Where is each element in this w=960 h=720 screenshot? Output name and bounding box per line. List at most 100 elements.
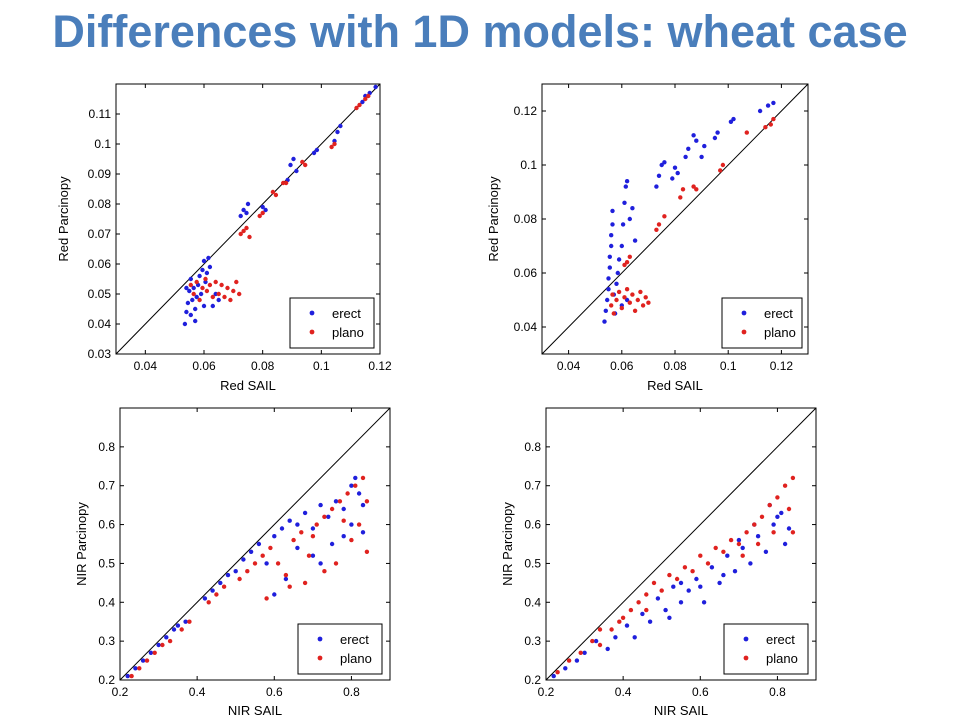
point-plano [654, 227, 659, 232]
point-erect [164, 635, 169, 640]
panel-3: 0.2 0.4 0.6 0.8 0.2 0.3 0.4 0.5 0.6 0.7 0.8 NIR SA… [74, 407, 391, 718]
y-tick-label: 0.11 [89, 107, 112, 121]
point-plano [617, 619, 622, 624]
panel-3-legend-erect-label: erect [340, 632, 369, 647]
point-erect [670, 176, 675, 181]
point-plano [207, 282, 213, 288]
y-tick-label: 0.08 [88, 197, 112, 211]
point-plano [302, 580, 308, 586]
point-plano [721, 549, 726, 554]
y-tick-label: 0.04 [514, 320, 538, 334]
point-erect [609, 243, 614, 249]
point-erect [671, 584, 676, 589]
point-erect [725, 553, 730, 558]
point-erect [171, 627, 177, 632]
point-erect [757, 108, 763, 114]
point-erect [318, 502, 323, 508]
point-plano [767, 502, 772, 508]
point-erect [264, 561, 269, 566]
panel-3-ticks: 0.2 0.4 0.6 0.8 0.2 0.3 0.4 0.5 0.6 0.7 0.8 [98, 407, 391, 699]
x-tick-label: 0.4 [189, 685, 206, 699]
point-erect [341, 534, 346, 539]
point-erect [694, 576, 699, 582]
point-plano [609, 627, 614, 632]
point-plano [354, 105, 359, 111]
panel-4-legend: erect plano [723, 623, 809, 675]
point-plano [628, 607, 634, 613]
point-erect [662, 160, 667, 165]
point-erect [193, 318, 198, 324]
panel-1-ylabel: Red Parcinopy [56, 176, 71, 262]
x-tick-label: 0.6 [692, 685, 709, 699]
point-erect [607, 265, 612, 270]
x-tick-label: 0.06 [610, 359, 634, 373]
point-erect [606, 287, 611, 292]
point-erect [294, 168, 299, 174]
y-tick-label: 0.5 [524, 556, 541, 570]
panel-4-diagonal [545, 407, 817, 681]
point-erect [260, 204, 265, 210]
point-erect [606, 276, 611, 281]
point-erect [190, 297, 195, 303]
point-erect [245, 201, 251, 207]
point-erect [349, 483, 354, 488]
point-plano [333, 561, 339, 566]
point-plano [640, 303, 646, 308]
point-erect [699, 154, 704, 160]
y-tick-label: 0.07 [88, 227, 112, 241]
point-plano [188, 282, 193, 288]
point-erect [197, 273, 202, 279]
point-plano [206, 600, 211, 605]
point-erect [593, 638, 599, 644]
point-plano [283, 572, 289, 578]
point-erect [356, 491, 362, 496]
point-plano [214, 592, 219, 597]
panel-3-xlabel: NIR SAIL [228, 703, 282, 718]
point-plano [678, 195, 683, 200]
panel-1: 0.04 0.06 0.08 0.1 0.12 0.03 0.04 0.05 0.06 0.07 0… [56, 83, 392, 393]
panel-2-points [602, 100, 776, 324]
panel-1-legend: erect plano [289, 297, 375, 349]
point-erect [263, 207, 268, 213]
point-erect [620, 222, 626, 227]
point-erect [185, 300, 191, 306]
point-erect [616, 257, 622, 262]
point-erect [188, 312, 193, 318]
point-erect [655, 596, 661, 601]
y-tick-label: 0.4 [98, 595, 115, 609]
point-plano [204, 288, 210, 294]
point-plano [620, 615, 626, 620]
point-plano [635, 297, 640, 303]
point-erect [360, 530, 366, 535]
y-tick-label: 0.08 [514, 212, 538, 226]
point-erect [610, 222, 615, 227]
point-plano [705, 561, 711, 566]
x-tick-label: 0.06 [192, 359, 216, 373]
point-plano [303, 162, 308, 168]
point-erect [193, 306, 198, 312]
point-plano [611, 311, 616, 316]
point-erect [771, 100, 776, 106]
panel-1-diagonal [115, 83, 381, 355]
point-plano [728, 537, 734, 543]
point-plano [257, 213, 262, 219]
y-tick-label: 0.1 [94, 137, 111, 151]
point-erect [691, 133, 696, 138]
panel-3-ylabel: NIR Parcinopy [74, 502, 89, 586]
point-plano [775, 495, 780, 500]
point-erect [551, 673, 556, 679]
point-erect [125, 673, 130, 679]
point-plano [624, 287, 630, 292]
panel-3-points [125, 475, 370, 679]
panel-2-xlabel: Red SAIL [647, 378, 703, 393]
point-plano [310, 534, 316, 539]
point-erect [210, 588, 215, 593]
point-erect [702, 143, 707, 149]
point-erect [624, 623, 630, 628]
point-erect [656, 173, 662, 178]
y-tick-label: 0.2 [98, 673, 115, 687]
point-erect [184, 285, 189, 291]
point-erect [353, 475, 358, 481]
panel-4-legend-erect-label: erect [766, 632, 795, 647]
point-plano [264, 596, 269, 601]
